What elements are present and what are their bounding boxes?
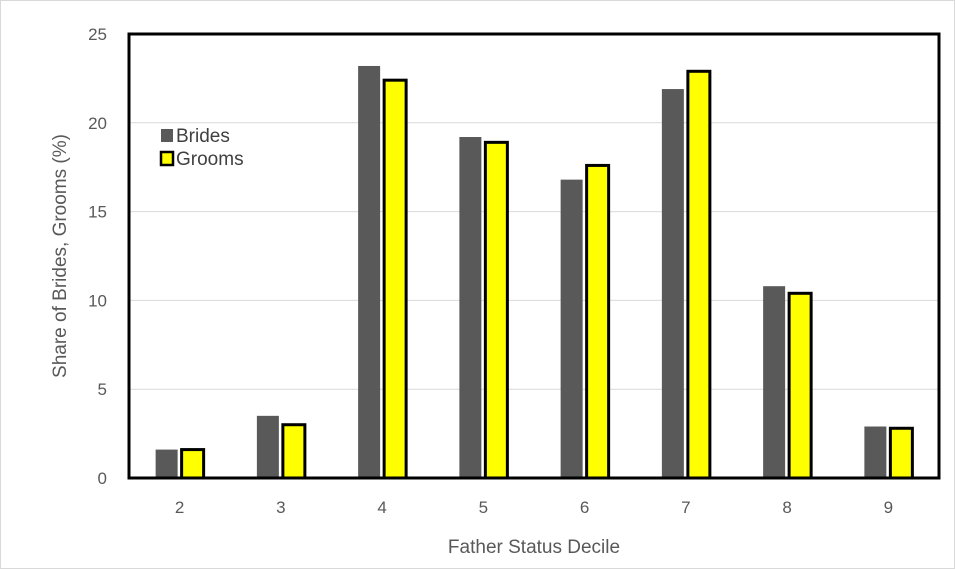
bar-grooms-2 xyxy=(182,450,204,478)
bar-grooms-6 xyxy=(587,165,609,478)
x-axis-title: Father Status Decile xyxy=(448,537,620,558)
legend-swatch-brides xyxy=(161,129,173,142)
x-tick-label: 9 xyxy=(884,498,893,517)
bar-brides-3 xyxy=(257,416,279,478)
bars xyxy=(156,66,913,478)
bar-brides-9 xyxy=(864,426,886,478)
y-axis-ticks: 0 5 10 15 20 25 xyxy=(88,25,107,488)
plot-area-border xyxy=(129,34,939,478)
legend: Brides Grooms xyxy=(161,126,244,170)
bar-grooms-8 xyxy=(789,293,811,478)
gridlines xyxy=(129,123,939,389)
bar-brides-2 xyxy=(156,450,178,478)
x-tick-label: 3 xyxy=(276,498,285,517)
x-tick-label: 7 xyxy=(681,498,690,517)
bar-grooms-4 xyxy=(384,80,406,478)
bar-grooms-3 xyxy=(283,425,305,478)
bar-brides-7 xyxy=(662,89,684,478)
x-tick-label: 5 xyxy=(479,498,488,517)
legend-label-grooms: Grooms xyxy=(176,149,244,170)
y-axis-title: Share of Brides, Grooms (%) xyxy=(50,134,71,378)
y-tick-label: 5 xyxy=(98,380,107,399)
y-tick-label: 0 xyxy=(98,469,107,488)
bar-brides-4 xyxy=(358,66,380,478)
bar-brides-6 xyxy=(561,180,583,478)
y-tick-label: 20 xyxy=(88,114,107,133)
y-tick-label: 10 xyxy=(88,291,107,310)
x-tick-label: 4 xyxy=(377,498,386,517)
legend-label-brides: Brides xyxy=(176,126,230,147)
bar-grooms-7 xyxy=(688,71,710,478)
bar-grooms-9 xyxy=(890,428,912,478)
x-tick-label: 2 xyxy=(175,498,184,517)
x-tick-label: 8 xyxy=(782,498,791,517)
bar-brides-8 xyxy=(763,286,785,478)
y-tick-label: 25 xyxy=(88,25,107,44)
bar-grooms-5 xyxy=(485,142,507,478)
y-tick-label: 15 xyxy=(88,203,107,222)
bar-brides-5 xyxy=(459,137,481,478)
legend-swatch-grooms xyxy=(161,152,173,165)
x-axis-ticks: 2 3 4 5 6 7 8 9 xyxy=(175,498,893,517)
x-tick-label: 6 xyxy=(580,498,589,517)
